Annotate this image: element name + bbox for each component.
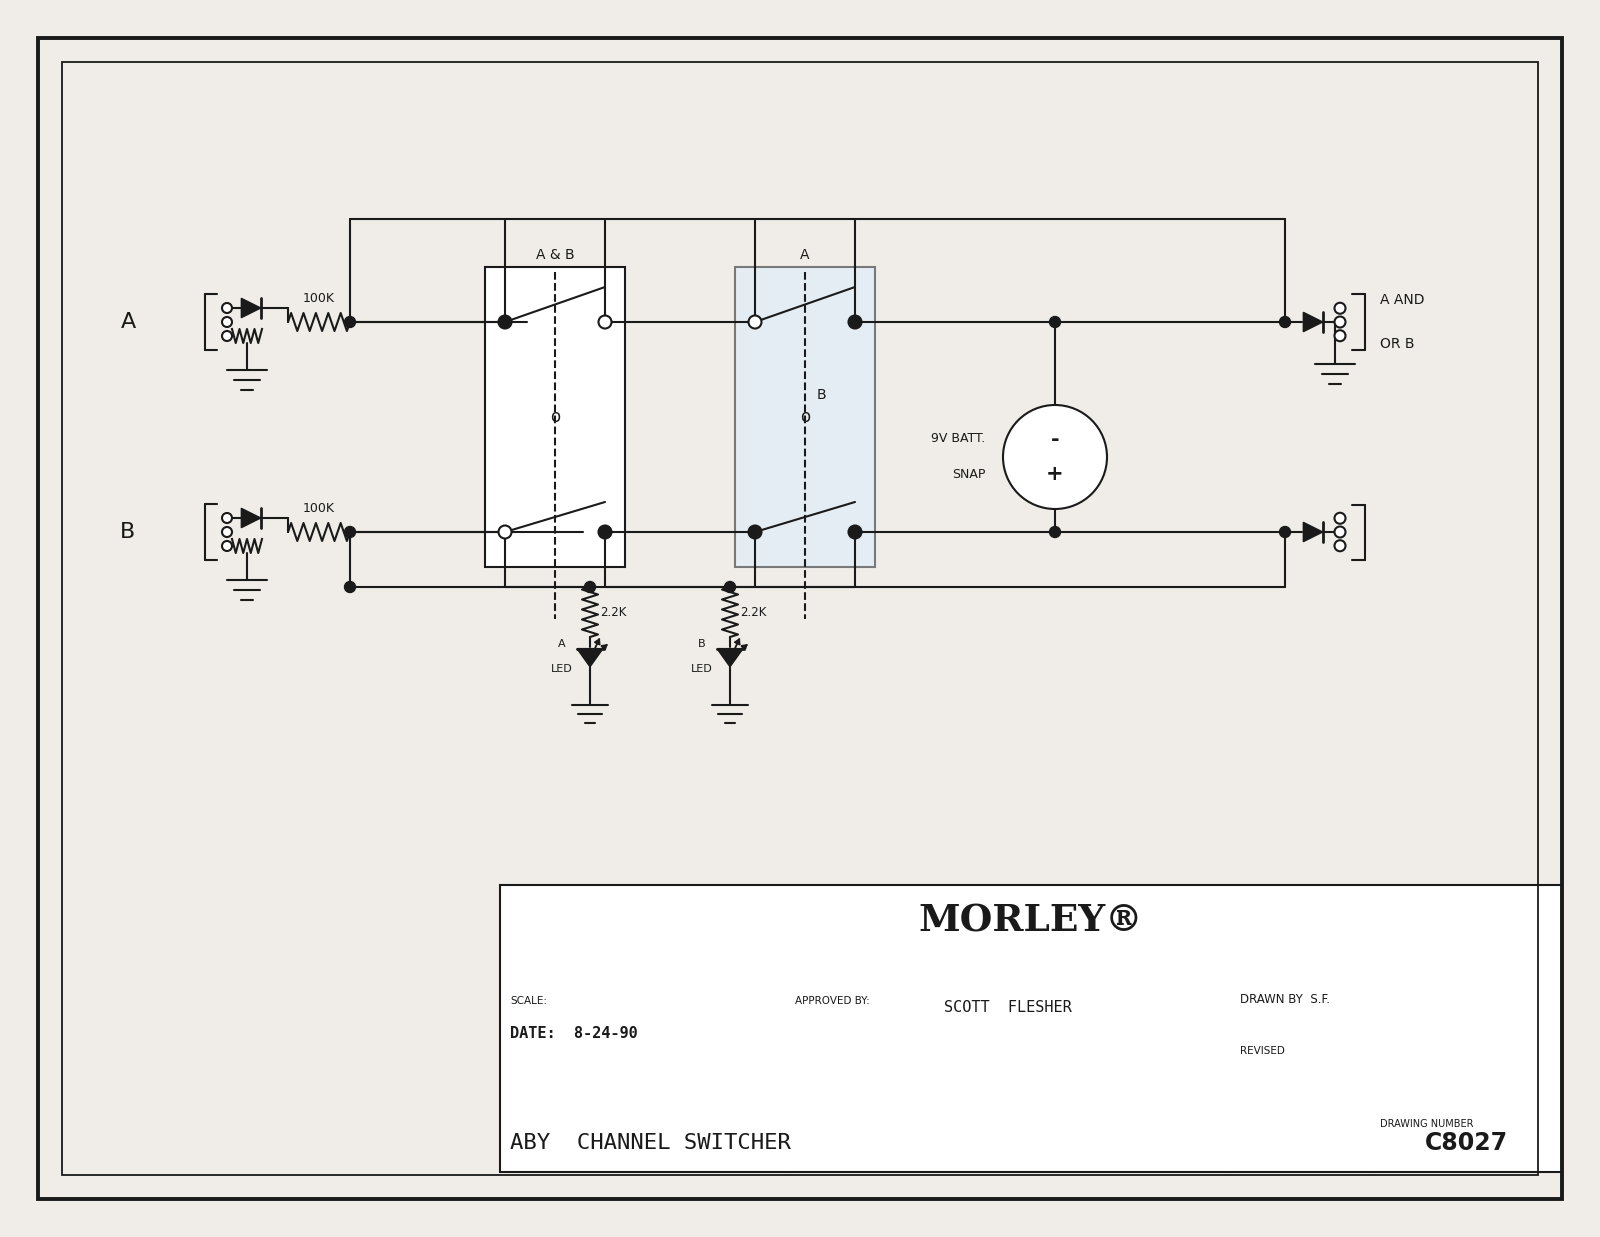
Polygon shape — [734, 640, 739, 644]
Text: A: A — [120, 312, 136, 332]
Circle shape — [598, 526, 611, 538]
Text: A AND: A AND — [1379, 293, 1424, 307]
Circle shape — [222, 317, 232, 327]
Circle shape — [600, 527, 611, 538]
Text: MORLEY®: MORLEY® — [918, 903, 1144, 939]
Text: SNAP: SNAP — [952, 469, 986, 481]
Circle shape — [222, 541, 232, 550]
Circle shape — [1334, 303, 1346, 314]
Text: SCALE:: SCALE: — [510, 996, 547, 1006]
Circle shape — [1334, 527, 1346, 538]
Polygon shape — [578, 648, 603, 667]
Circle shape — [1334, 541, 1346, 552]
Circle shape — [499, 317, 510, 328]
Text: ABY  CHANNEL SWITCHER: ABY CHANNEL SWITCHER — [510, 1133, 790, 1153]
Polygon shape — [595, 640, 600, 644]
Text: A & B: A & B — [536, 247, 574, 262]
Text: A: A — [558, 640, 566, 649]
Text: B: B — [698, 640, 706, 649]
Circle shape — [1050, 527, 1061, 538]
Polygon shape — [242, 298, 261, 318]
Text: DATE:  8-24-90: DATE: 8-24-90 — [510, 1027, 638, 1042]
Circle shape — [1050, 317, 1061, 328]
Circle shape — [1334, 317, 1346, 328]
Circle shape — [344, 317, 355, 328]
Circle shape — [1334, 513, 1346, 523]
Bar — [62, 62, 1538, 1175]
Text: OR B: OR B — [1379, 336, 1414, 351]
Bar — [734, 267, 875, 567]
Circle shape — [848, 315, 861, 329]
Circle shape — [749, 527, 760, 538]
Circle shape — [749, 526, 762, 538]
Text: APPROVED BY:: APPROVED BY: — [795, 996, 870, 1006]
Circle shape — [584, 581, 595, 593]
Text: +: + — [1046, 464, 1064, 484]
Text: DRAWN BY  S.F.: DRAWN BY S.F. — [1240, 993, 1330, 1006]
Text: 2.2K: 2.2K — [600, 605, 626, 618]
Text: 2.2K: 2.2K — [739, 605, 766, 618]
Polygon shape — [717, 648, 742, 667]
Text: B: B — [120, 522, 136, 542]
Circle shape — [499, 315, 512, 329]
Bar — [485, 267, 626, 567]
Circle shape — [749, 315, 762, 329]
Text: LED: LED — [550, 664, 573, 674]
Text: -: - — [1051, 430, 1059, 450]
Text: C8027: C8027 — [1424, 1131, 1507, 1155]
Polygon shape — [242, 508, 261, 528]
Circle shape — [725, 581, 736, 593]
Text: REVISED: REVISED — [1240, 1047, 1285, 1056]
Circle shape — [222, 332, 232, 341]
Circle shape — [598, 315, 611, 329]
Circle shape — [222, 303, 232, 313]
Polygon shape — [1304, 522, 1323, 542]
Circle shape — [1003, 404, 1107, 508]
Circle shape — [1280, 317, 1291, 328]
Circle shape — [222, 527, 232, 537]
Circle shape — [222, 513, 232, 523]
Text: 100K: 100K — [302, 292, 334, 306]
Text: LED: LED — [691, 664, 714, 674]
Circle shape — [499, 526, 512, 538]
Text: 9V BATT.: 9V BATT. — [931, 433, 986, 445]
Text: B: B — [818, 388, 827, 402]
Text: A: A — [800, 247, 810, 262]
Text: 100K: 100K — [302, 502, 334, 515]
Circle shape — [1334, 330, 1346, 341]
Circle shape — [344, 527, 355, 538]
Text: DRAWING NUMBER: DRAWING NUMBER — [1379, 1119, 1474, 1129]
Polygon shape — [602, 644, 606, 651]
Circle shape — [850, 527, 861, 538]
Text: o: o — [550, 408, 560, 426]
Circle shape — [1280, 527, 1291, 538]
Circle shape — [848, 526, 861, 538]
Bar — [499, 884, 1562, 1171]
Polygon shape — [741, 644, 747, 651]
Circle shape — [850, 317, 861, 328]
Circle shape — [344, 581, 355, 593]
Text: o: o — [800, 408, 810, 426]
Text: SCOTT  FLESHER: SCOTT FLESHER — [944, 1001, 1072, 1016]
Polygon shape — [1304, 312, 1323, 332]
